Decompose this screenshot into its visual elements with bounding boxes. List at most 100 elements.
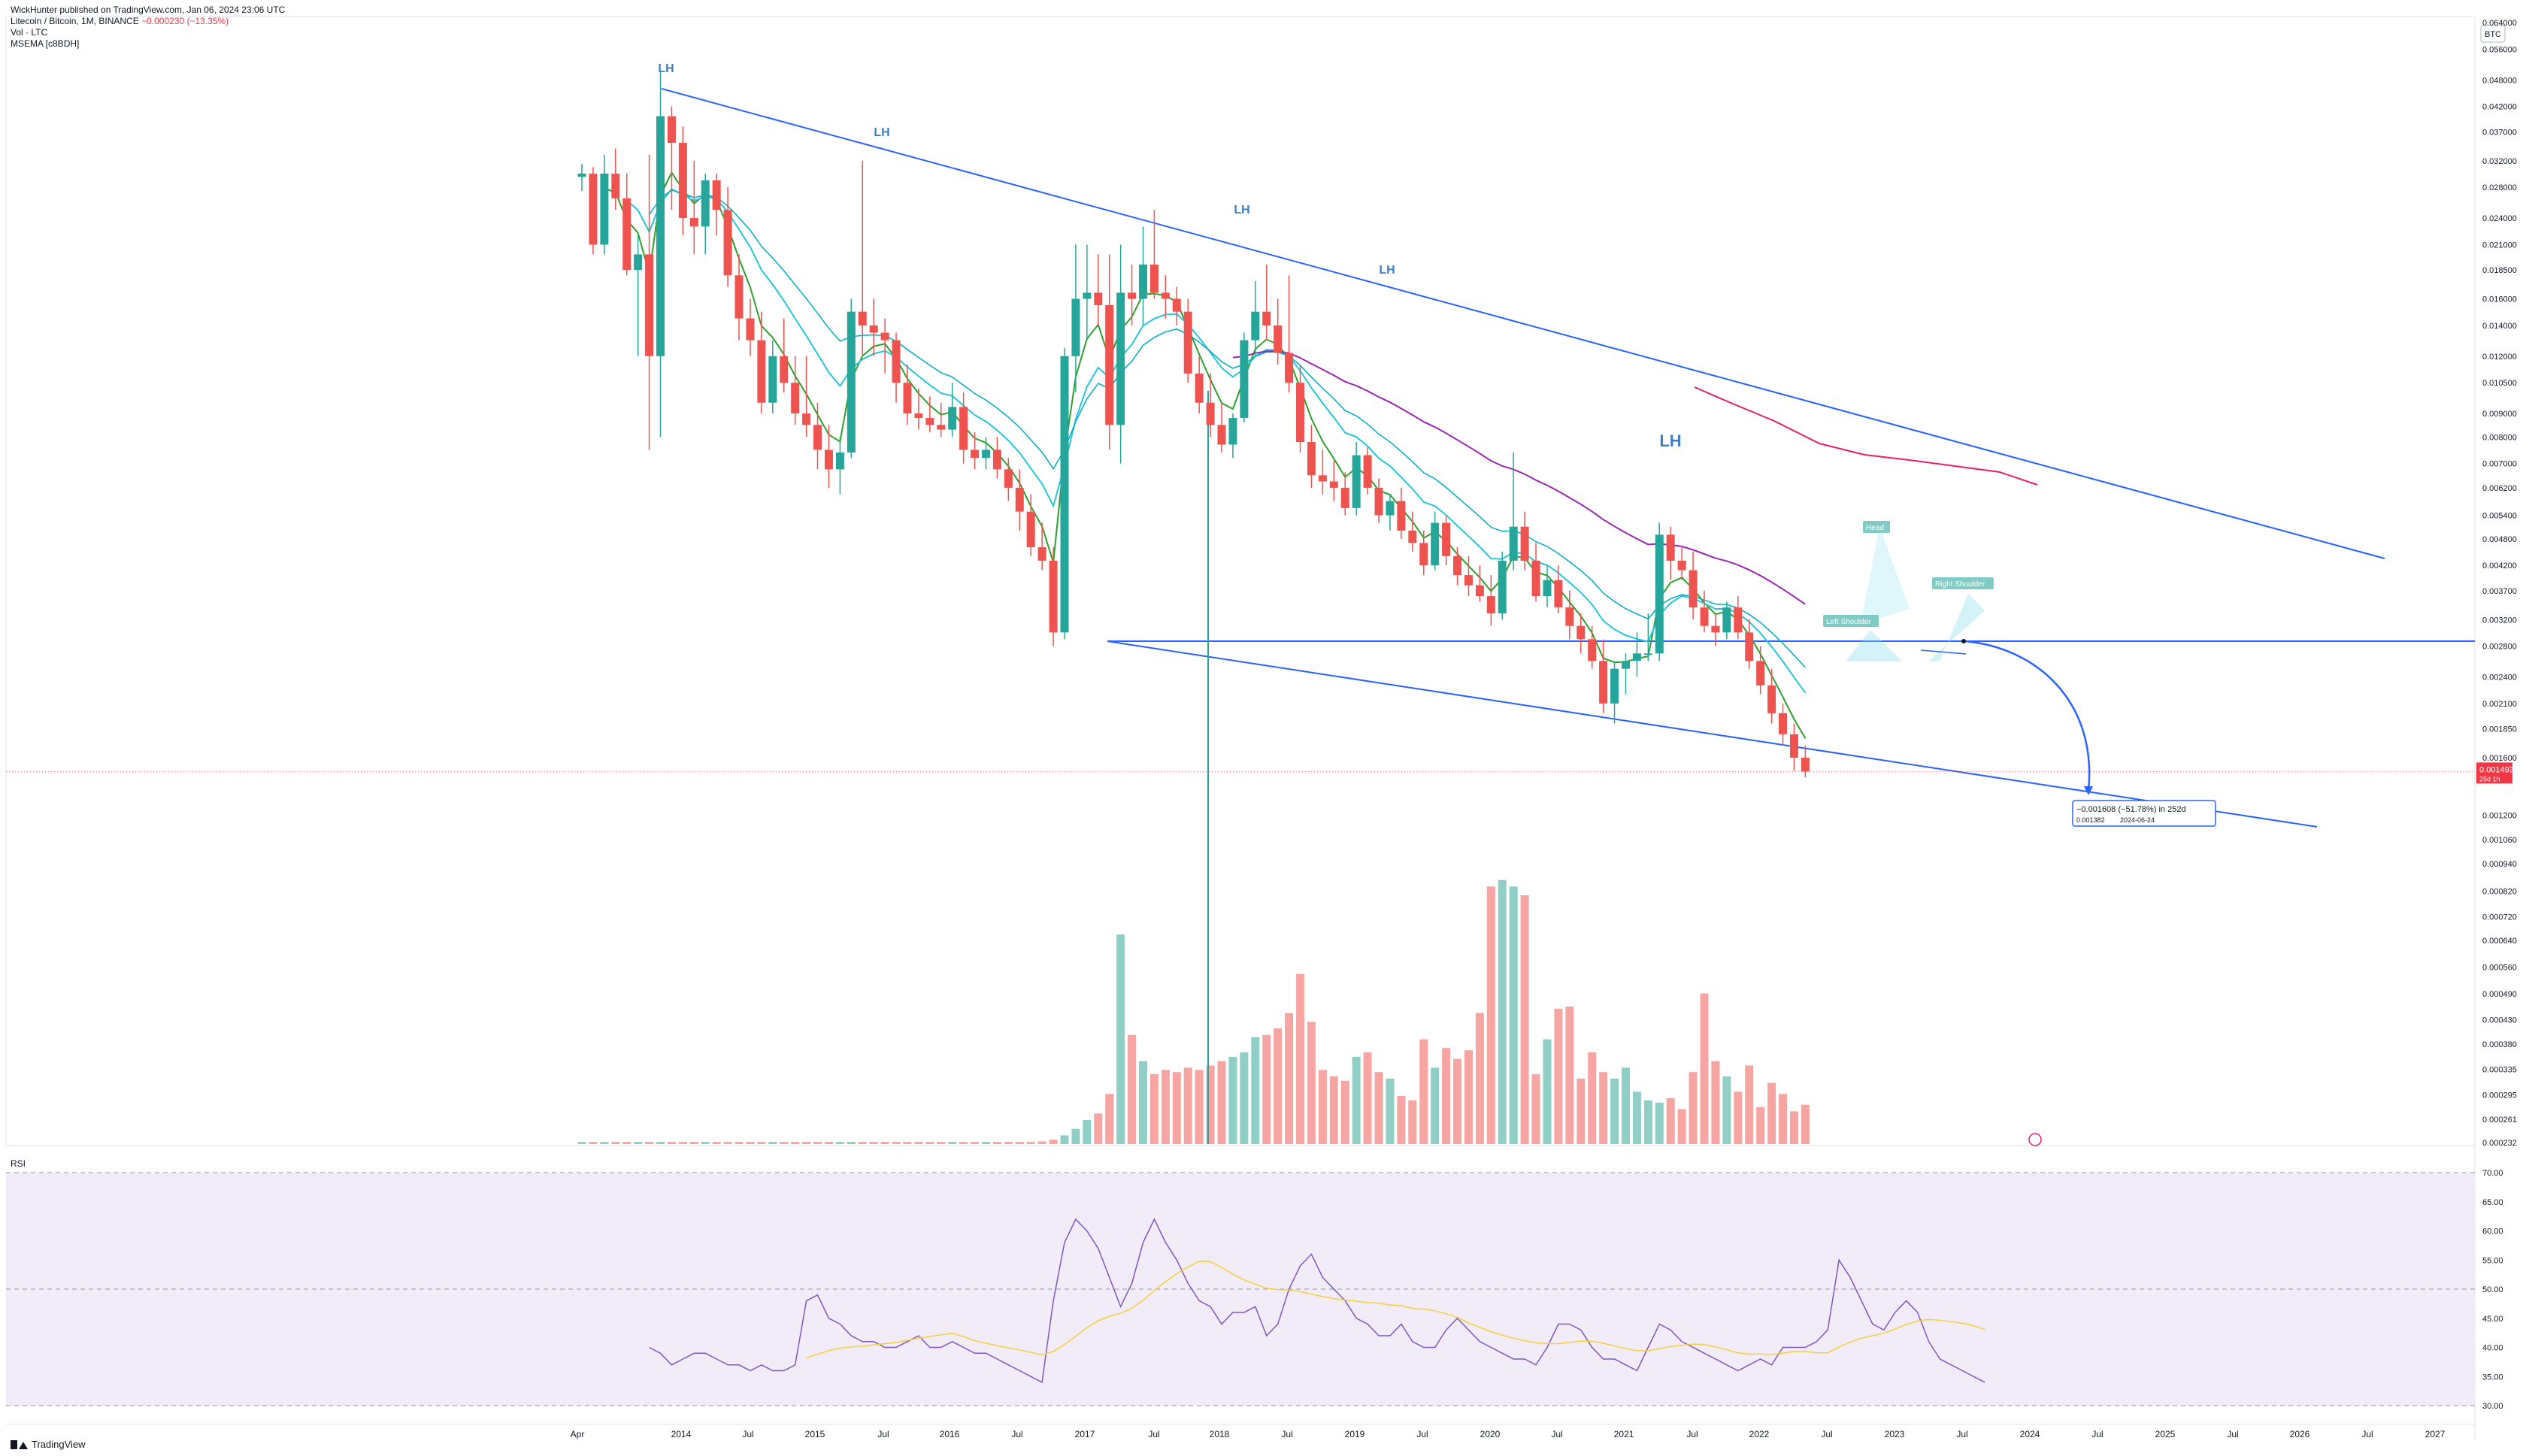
rsi-tick-label-2: 60.00 — [2482, 1227, 2503, 1237]
volume-bar — [1228, 1056, 1237, 1144]
time-tick-label-15: 2021 — [1614, 1429, 1634, 1439]
candle-body — [1128, 292, 1137, 299]
candle-body — [1779, 713, 1788, 734]
volume-bar — [1531, 1074, 1540, 1144]
volume-bar — [1329, 1076, 1338, 1144]
volume-bar — [1251, 1037, 1260, 1144]
volume-bar — [1397, 1096, 1406, 1144]
volume-bar — [1419, 1039, 1428, 1144]
volume-bar — [847, 1142, 856, 1144]
volume-bar — [780, 1142, 789, 1144]
volume-bar — [1340, 1080, 1349, 1144]
price-tick-label-22: 0.003200 — [2482, 616, 2517, 625]
rsi-tick-label-4: 50.00 — [2482, 1285, 2503, 1294]
candle-body — [678, 143, 687, 219]
candle-body — [1172, 298, 1181, 312]
volume-bar — [1071, 1128, 1080, 1144]
head-label-bg — [1863, 521, 1890, 533]
lh-label-1: LH — [874, 126, 889, 139]
candle-body — [1105, 304, 1114, 425]
price-tick-label-13: 0.010500 — [2482, 379, 2517, 388]
current-price-value: 0.001493 — [2479, 765, 2514, 774]
candle-body — [880, 332, 889, 341]
candle-body — [1037, 547, 1046, 561]
candle-body — [1543, 580, 1552, 597]
time-tick-label-7: 2017 — [1075, 1429, 1095, 1439]
time-tick-label-5: 2016 — [940, 1429, 960, 1439]
price-tick-label-41: 0.000232 — [2482, 1139, 2517, 1148]
price-tick-label-5: 0.032000 — [2482, 157, 2517, 166]
price-tick-label-20: 0.004200 — [2482, 562, 2517, 571]
volume-bar — [1700, 993, 1709, 1144]
current-price-badge — [2476, 762, 2512, 784]
price-tick-label-26: 0.001850 — [2482, 725, 2517, 734]
price-change: −0.000230 (−13.35%) — [141, 16, 229, 26]
time-tick-label-23: 2025 — [2155, 1429, 2176, 1439]
candle-body — [701, 180, 710, 227]
candle-body — [577, 173, 586, 177]
candle-body — [1363, 455, 1372, 488]
head-shape — [1861, 526, 1910, 624]
volume-bar — [1453, 1058, 1462, 1144]
candle-body — [1576, 625, 1586, 640]
candle-body — [1183, 311, 1192, 374]
time-tick-label-16: Jul — [1686, 1429, 1698, 1439]
volume-legend[interactable]: Vol · LTC — [11, 27, 48, 38]
ema-slow-line — [648, 189, 1806, 668]
symbol-legend[interactable]: Litecoin / Bitcoin, 1M, BINANCE −0.00023… — [11, 16, 229, 26]
volume-bar — [1094, 1113, 1103, 1144]
volume-bar — [689, 1142, 698, 1144]
rsi-legend[interactable]: RSI — [11, 1158, 26, 1169]
candle-body — [1083, 292, 1092, 299]
time-tick-label-9: 2018 — [1210, 1429, 1230, 1439]
volume-bar — [1128, 1034, 1137, 1144]
volume-bar — [1262, 1034, 1271, 1144]
volume-bar — [981, 1142, 990, 1144]
price-tick-label-6: 0.028000 — [2482, 183, 2517, 192]
time-tick-label-6: Jul — [1011, 1429, 1022, 1439]
rsi-tick-label-1: 65.00 — [2482, 1198, 2503, 1207]
price-tick-label-23: 0.002800 — [2482, 643, 2517, 652]
volume-bar — [858, 1142, 867, 1144]
candle-body — [847, 311, 856, 453]
candle-body — [1801, 758, 1810, 772]
volume-bar — [678, 1142, 687, 1144]
price-tick-label-33: 0.000640 — [2482, 937, 2517, 946]
candle-body — [634, 254, 643, 271]
price-tick-label-8: 0.021000 — [2482, 241, 2517, 250]
price-tick-label-28: 0.001200 — [2482, 811, 2517, 820]
candle-body — [1520, 526, 1529, 561]
candle-body — [768, 356, 777, 403]
candle-body — [1599, 661, 1608, 704]
volume-bar — [1049, 1140, 1058, 1144]
candle-body — [1206, 402, 1215, 425]
volume-bar — [1431, 1067, 1440, 1144]
candle-body — [1677, 560, 1686, 571]
price-tick-label-16: 0.007000 — [2482, 460, 2517, 469]
candle-body — [1060, 356, 1069, 633]
projection-arrowhead — [2084, 786, 2093, 795]
volume-bar — [824, 1142, 833, 1144]
volume-bar — [1386, 1078, 1395, 1144]
time-tick-label-11: 2019 — [1345, 1429, 1365, 1439]
time-tick-label-1: 2014 — [671, 1429, 692, 1439]
volume-bar — [1711, 1061, 1720, 1144]
symbol-label: Litecoin / Bitcoin, 1M, BINANCE — [11, 16, 139, 26]
lh-label-2: LH — [1234, 204, 1249, 216]
candle-body — [622, 198, 632, 271]
candle-body — [1285, 353, 1294, 383]
price-tick-label-7: 0.024000 — [2482, 214, 2517, 223]
price-tick-label-29: 0.001060 — [2482, 836, 2517, 845]
volume-bar — [1666, 1098, 1675, 1144]
price-tick-label-14: 0.009000 — [2482, 410, 2517, 419]
candle-body — [1195, 373, 1204, 403]
time-tick-label-17: 2022 — [1749, 1429, 1770, 1439]
indicator-legend[interactable]: MSEMA [c8BDH] — [11, 38, 80, 49]
upper-trendline — [661, 88, 2385, 559]
volume-bar — [1565, 1006, 1574, 1144]
volume-bar — [903, 1142, 912, 1144]
candle-body — [971, 450, 980, 459]
candle-body — [1228, 418, 1237, 445]
volume-bar — [1037, 1141, 1046, 1144]
